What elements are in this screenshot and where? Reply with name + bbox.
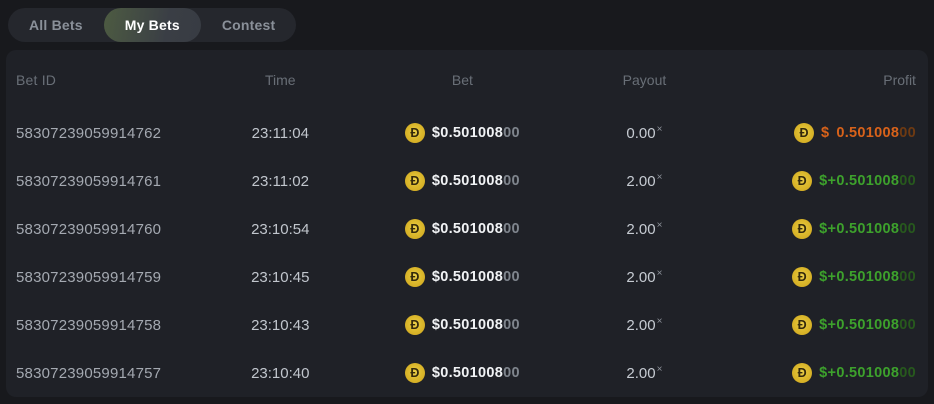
dogecoin-icon: Đ (792, 363, 813, 383)
bet-amount: $0.50100800 (431, 269, 520, 285)
dogecoin-icon: Đ (404, 171, 425, 191)
bet-time: 23:10:40 (251, 364, 310, 382)
profit-amount: $+0.50100800 (819, 221, 916, 237)
tab-contest[interactable]: Contest (201, 8, 297, 42)
payout-multiplier: 2.00× (626, 268, 663, 286)
multiplier-x: × (656, 268, 663, 279)
profit-amount: $+0.50100800 (819, 317, 916, 333)
bets-table: Bet ID Time Bet Payout Profit 5830723905… (6, 50, 928, 397)
tab-my-bets[interactable]: My Bets (103, 8, 201, 42)
dogecoin-icon: Đ (404, 267, 425, 287)
bet-id: 58307239059914759 (16, 268, 162, 286)
dogecoin-icon: Đ (404, 219, 425, 239)
table-row[interactable]: 58307239059914757 23:10:40 Đ $0.50100800… (6, 349, 928, 397)
bet-amount: $0.50100800 (431, 221, 520, 237)
dogecoin-icon: Đ (792, 219, 813, 239)
bet-amount-cell: Đ $0.50100800 (370, 267, 554, 287)
profit-cell: Đ $+0.50100800 (734, 171, 928, 191)
table-header: Bet ID Time Bet Payout Profit (6, 50, 928, 109)
profit-amount: $+0.50100800 (819, 365, 916, 381)
profit-cell: Đ $ 0.50100800 (734, 123, 928, 143)
profit-amount: $ 0.50100800 (820, 125, 916, 141)
bet-time: 23:10:43 (251, 316, 310, 334)
profit-cell: Đ $+0.50100800 (734, 267, 928, 287)
bet-time: 23:10:45 (251, 268, 310, 286)
bet-amount-cell: Đ $0.50100800 (370, 363, 554, 383)
bet-id: 58307239059914757 (16, 364, 162, 382)
bet-time: 23:10:54 (251, 220, 310, 238)
bets-tab-bar: All Bets My Bets Contest (8, 8, 297, 42)
multiplier-x: × (656, 316, 663, 327)
bet-amount-cell: Đ $0.50100800 (370, 123, 554, 143)
profit-cell: Đ $+0.50100800 (734, 315, 928, 335)
bet-amount: $0.50100800 (431, 317, 520, 333)
tab-all-bets[interactable]: All Bets (8, 8, 104, 42)
multiplier-x: × (656, 124, 663, 135)
table-row[interactable]: 58307239059914761 23:11:02 Đ $0.50100800… (6, 157, 928, 205)
table-row[interactable]: 58307239059914760 23:10:54 Đ $0.50100800… (6, 205, 928, 253)
bet-id: 58307239059914761 (16, 172, 162, 190)
bet-amount-cell: Đ $0.50100800 (370, 219, 554, 239)
dogecoin-icon: Đ (404, 123, 425, 143)
bet-amount-cell: Đ $0.50100800 (370, 315, 554, 335)
multiplier-x: × (656, 364, 663, 375)
profit-cell: Đ $+0.50100800 (734, 363, 928, 383)
bet-time: 23:11:02 (251, 172, 309, 190)
dogecoin-icon: Đ (404, 315, 425, 335)
dogecoin-icon: Đ (792, 171, 813, 191)
bet-time: 23:11:04 (251, 124, 309, 142)
payout-multiplier: 2.00× (626, 364, 663, 382)
column-header-bet: Bet (451, 71, 473, 88)
dogecoin-icon: Đ (792, 315, 813, 335)
bet-amount-cell: Đ $0.50100800 (370, 171, 554, 191)
bet-amount: $0.50100800 (431, 173, 520, 189)
multiplier-x: × (656, 220, 663, 231)
table-row[interactable]: 58307239059914759 23:10:45 Đ $0.50100800… (6, 253, 928, 301)
bet-id: 58307239059914760 (16, 220, 162, 238)
profit-cell: Đ $+0.50100800 (734, 219, 928, 239)
profit-amount: $+0.50100800 (819, 173, 916, 189)
bet-amount: $0.50100800 (431, 125, 520, 141)
profit-amount: $+0.50100800 (819, 269, 916, 285)
payout-multiplier: 2.00× (626, 220, 663, 238)
column-header-time: Time (264, 71, 296, 88)
table-row[interactable]: 58307239059914758 23:10:43 Đ $0.50100800… (6, 301, 928, 349)
table-row[interactable]: 58307239059914762 23:11:04 Đ $0.50100800… (6, 109, 928, 157)
payout-multiplier: 2.00× (626, 172, 663, 190)
bet-id: 58307239059914762 (16, 124, 162, 142)
bet-id: 58307239059914758 (16, 316, 162, 334)
bet-amount: $0.50100800 (431, 365, 520, 381)
dogecoin-icon: Đ (404, 363, 425, 383)
column-header-payout: Payout (622, 71, 667, 88)
column-header-profit: Profit (883, 71, 916, 88)
dogecoin-icon: Đ (792, 267, 813, 287)
multiplier-x: × (656, 172, 663, 183)
dogecoin-icon: Đ (793, 123, 814, 143)
payout-multiplier: 2.00× (626, 316, 663, 334)
payout-multiplier: 0.00× (626, 124, 663, 142)
column-header-bet-id: Bet ID (16, 71, 57, 88)
